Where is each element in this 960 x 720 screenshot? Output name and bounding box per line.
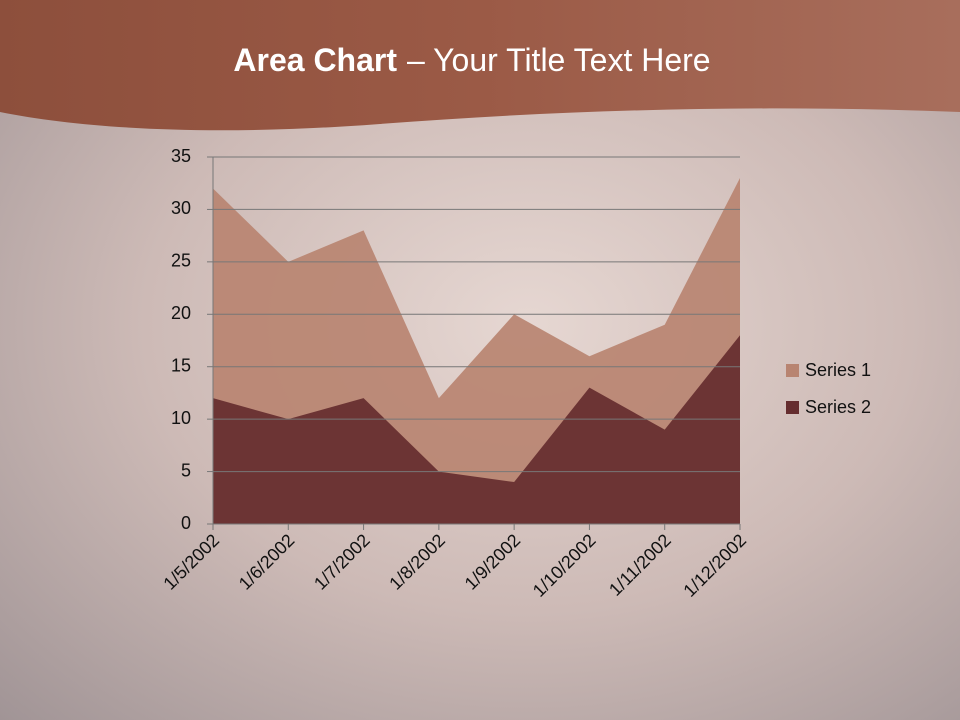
y-tick-label: 10 <box>171 408 191 428</box>
legend-label: Series 2 <box>805 397 871 417</box>
y-tick-label: 5 <box>181 460 191 480</box>
legend-swatch <box>786 364 799 377</box>
title-band <box>0 0 960 131</box>
title-bold: Area Chart <box>233 42 397 78</box>
y-tick-label: 0 <box>181 513 191 533</box>
legend-swatch <box>786 401 799 414</box>
y-tick-label: 25 <box>171 251 191 271</box>
y-tick-label: 35 <box>171 146 191 166</box>
legend-label: Series 1 <box>805 360 871 380</box>
y-tick-label: 30 <box>171 198 191 218</box>
y-tick-label: 15 <box>171 355 191 375</box>
chart-title: Area Chart – Your Title Text Here <box>233 42 710 78</box>
area <box>213 335 740 524</box>
title-rest: – Your Title Text Here <box>407 42 711 78</box>
y-tick-label: 20 <box>171 303 191 323</box>
